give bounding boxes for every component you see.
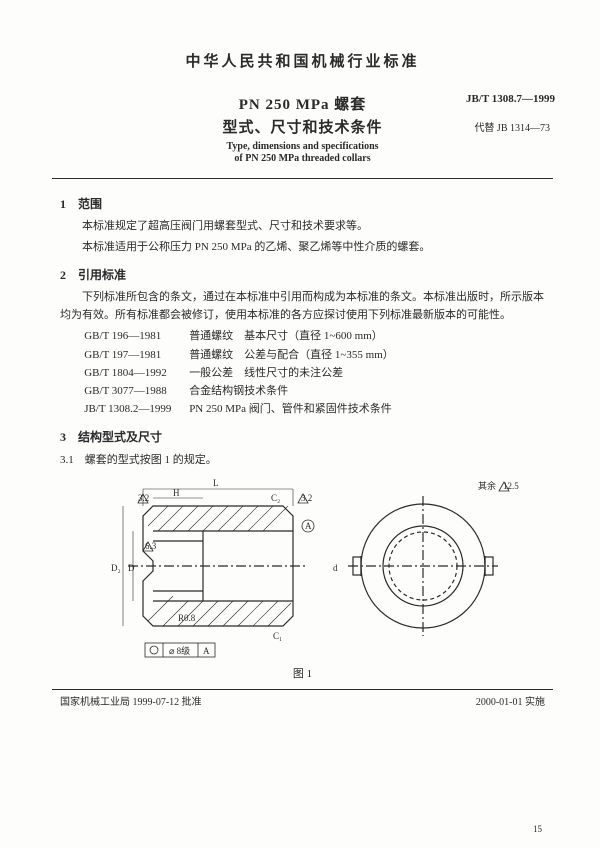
- section-3-1: 3.1 螺套的型式按图 1 的规定。: [60, 451, 545, 467]
- ref-desc: 普通螺纹 基本尺寸（直径 1~600 mm）: [189, 330, 383, 342]
- ref-desc: 一般公差 线性尺寸的未注公差: [189, 367, 343, 379]
- reference-list: GB/T 196—1981普通螺纹 基本尺寸（直径 1~600 mm） GB/T…: [84, 327, 545, 418]
- rest-label: 其余: [478, 480, 496, 491]
- dim-C2: C₂: [271, 493, 280, 503]
- tol-box-A: A: [203, 646, 210, 656]
- title-en-2: of PN 250 MPa threaded collars: [60, 153, 545, 164]
- page-number: 15: [533, 824, 542, 834]
- section-1-head: 1 范围: [60, 195, 545, 212]
- tol-2: 6.3: [145, 541, 157, 551]
- dim-H: H: [173, 488, 180, 498]
- footer-line: 国家机械工业局 1999-07-12 批准 2000-01-01 实施: [60, 693, 545, 708]
- ref-row: JB/T 1308.2—1999PN 250 MPa 阀门、管件和紧固件技术条件: [84, 400, 545, 418]
- section-2-head: 2 引用标准: [60, 266, 545, 283]
- tol-box-text: ⌀ 8级: [169, 645, 190, 656]
- section-2-p1: 下列标准所包含的条文，通过在本标准中引用而构成为本标准的条文。本标准出版时，所示…: [60, 289, 545, 324]
- title-cn-2: 型式、尺寸和技术条件: [60, 116, 545, 137]
- dim-d: d: [333, 563, 338, 573]
- engineering-drawing-svg: L H C₂ C₁ D₂ D d R0.8 3.2 6.3 3.2 其余 12.…: [83, 471, 523, 661]
- ref-code: GB/T 197—1981: [84, 346, 189, 364]
- dim-D2: D₂: [111, 563, 121, 573]
- dim-R: R0.8: [178, 613, 196, 623]
- standard-code: JB/T 1308.7—1999: [466, 93, 555, 105]
- ref-code: GB/T 3077—1988: [84, 382, 189, 400]
- ref-desc: 普通螺纹 公差与配合（直径 1~355 mm）: [189, 349, 394, 361]
- org-title: 中华人民共和国机械行业标准: [60, 50, 545, 71]
- ref-code: GB/T 196—1981: [84, 327, 189, 345]
- tol-4: 12.5: [503, 481, 519, 491]
- document-page: 中华人民共和国机械行业标准 JB/T 1308.7—1999 代替 JB 131…: [0, 0, 600, 848]
- ref-code: JB/T 1308.2—1999: [84, 400, 189, 418]
- ref-desc: 合金结构钢技术条件: [189, 385, 288, 397]
- dim-L: L: [213, 478, 219, 488]
- datum-A: A: [305, 521, 312, 531]
- separator-bottom: [52, 689, 553, 690]
- ref-row: GB/T 1804—1992一般公差 线性尺寸的未注公差: [84, 364, 545, 382]
- ref-row: GB/T 197—1981普通螺纹 公差与配合（直径 1~355 mm）: [84, 346, 545, 364]
- separator-top: [52, 178, 553, 179]
- section-1-p1: 本标准规定了超高压阀门用螺套型式、尺寸和技术要求等。: [60, 218, 545, 236]
- ref-row: GB/T 3077—1988合金结构钢技术条件: [84, 382, 545, 400]
- approval-text: 国家机械工业局 1999-07-12 批准: [60, 693, 202, 708]
- effective-text: 2000-01-01 实施: [476, 693, 545, 708]
- title-en-1: Type, dimensions and specifications: [60, 141, 545, 152]
- replaces-code: 代替 JB 1314—73: [474, 119, 550, 134]
- ref-code: GB/T 1804—1992: [84, 364, 189, 382]
- figure-1: L H C₂ C₁ D₂ D d R0.8 3.2 6.3 3.2 其余 12.…: [83, 471, 523, 661]
- ref-desc: PN 250 MPa 阀门、管件和紧固件技术条件: [189, 403, 392, 415]
- title-block: JB/T 1308.7—1999 代替 JB 1314—73 PN 250 MP…: [60, 93, 545, 164]
- section-3-head: 3 结构型式及尺寸: [60, 428, 545, 445]
- figure-caption: 图 1: [60, 665, 545, 681]
- dim-D: D: [128, 563, 135, 573]
- dim-C1: C₁: [273, 631, 282, 641]
- ref-row: GB/T 196—1981普通螺纹 基本尺寸（直径 1~600 mm）: [84, 327, 545, 345]
- section-1-p2: 本标准适用于公称压力 PN 250 MPa 的乙烯、聚乙烯等中性介质的螺套。: [60, 239, 545, 257]
